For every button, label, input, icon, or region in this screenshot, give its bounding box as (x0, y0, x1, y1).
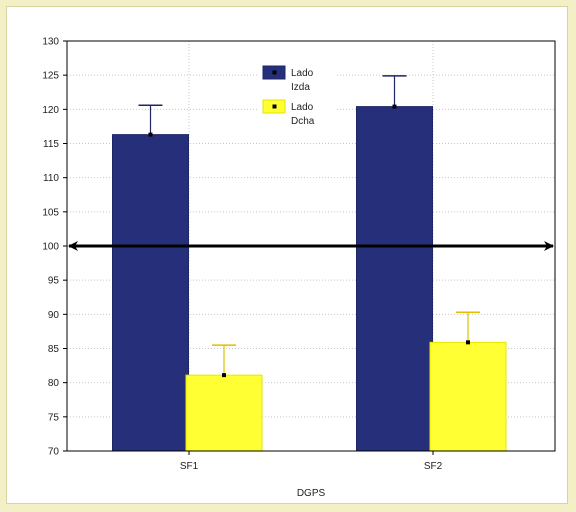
y-tick-label: 90 (48, 310, 60, 321)
y-tick-label: 105 (42, 207, 59, 218)
bar (356, 106, 433, 452)
x-tick-label: SF1 (180, 461, 199, 472)
mean-point (466, 340, 470, 345)
legend-label: Izda (291, 82, 310, 93)
bar (112, 134, 189, 452)
bars-layer (112, 75, 507, 452)
y-tick-label: 115 (43, 139, 59, 150)
y-tick-label: 80 (48, 378, 60, 389)
y-tick-label: 75 (48, 412, 60, 423)
legend-label: Lado (291, 68, 314, 79)
x-axis-title: DGPS (297, 488, 326, 499)
mean-point (222, 373, 226, 378)
y-tick-label: 100 (42, 242, 59, 253)
legend: Lado Izda Lado Dcha (258, 60, 336, 132)
y-tick-label: 130 (42, 37, 59, 48)
mean-point (392, 104, 397, 109)
bar (185, 374, 263, 452)
y-tick-label: 120 (42, 105, 59, 116)
error-bar (456, 311, 480, 345)
y-tick-label: 110 (43, 173, 59, 184)
y-tick-label: 125 (42, 71, 59, 82)
axis-layer: 70 75 80 85 90 95 100 105 110 115 120 125 130 SF1 SF2 D… (42, 37, 556, 499)
error-bar (382, 75, 407, 109)
x-tick-label: SF2 (424, 461, 443, 472)
mean-point (148, 132, 153, 137)
legend-marker (272, 104, 277, 109)
bar (429, 341, 507, 452)
y-tick-label: 70 (48, 447, 60, 458)
legend-label: Dcha (291, 116, 315, 127)
y-tick-label: 95 (48, 276, 60, 287)
legend-marker (272, 70, 277, 75)
legend-label: Lado (291, 102, 314, 113)
y-tick-label: 85 (48, 344, 60, 355)
error-bar (212, 344, 236, 378)
plot-border (66, 40, 556, 452)
error-bar (138, 104, 163, 137)
